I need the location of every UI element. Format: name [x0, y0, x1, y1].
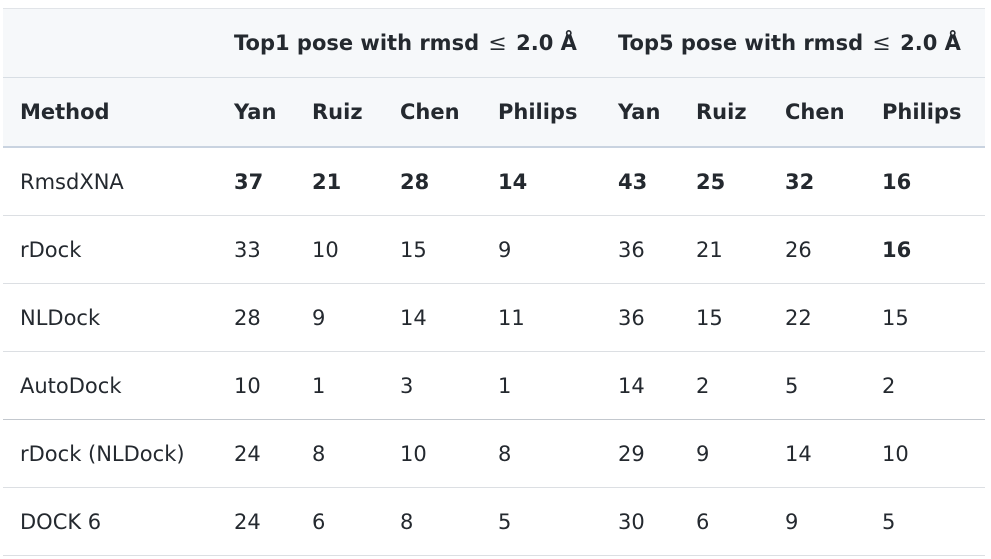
value-cell: 10 [865, 419, 985, 488]
value-cell: 11 [481, 283, 601, 352]
value-cell: 15 [383, 215, 481, 284]
value-cell: 5 [768, 351, 865, 420]
value-cell: 5 [481, 487, 601, 556]
value-cell: 25 [679, 147, 768, 216]
header-group-empty [3, 8, 217, 78]
table-body: RmsdXNA 37 21 28 14 43 25 32 16 rDock 33 10 15 9 36 21 2… [3, 147, 985, 556]
column-header-top5-ruiz: Ruiz [679, 77, 768, 148]
value-cell: 43 [601, 147, 679, 216]
value-cell: 6 [295, 487, 383, 556]
column-header-top1-chen: Chen [383, 77, 481, 148]
value-cell: 16 [865, 215, 985, 284]
table-row: rDock 33 10 15 9 36 21 26 16 [3, 215, 985, 284]
value-cell: 29 [601, 419, 679, 488]
table-row: NLDock 28 9 14 11 36 15 22 15 [3, 283, 985, 352]
value-cell: 8 [383, 487, 481, 556]
value-cell: 33 [217, 215, 295, 284]
table-row: RmsdXNA 37 21 28 14 43 25 32 16 [3, 147, 985, 216]
header-column-row: Method Yan Ruiz Chen Philips Yan Ruiz Ch… [3, 77, 985, 148]
column-header-top5-yan: Yan [601, 77, 679, 148]
value-cell: 28 [383, 147, 481, 216]
value-cell: 32 [768, 147, 865, 216]
header-group-top5-suffix: 2.0 Å [900, 30, 961, 55]
column-header-top1-ruiz: Ruiz [295, 77, 383, 148]
value-cell: 8 [295, 419, 383, 488]
value-cell: 24 [217, 487, 295, 556]
table-row: AutoDock 10 1 3 1 14 2 5 2 [3, 351, 985, 420]
value-cell: 14 [481, 147, 601, 216]
value-cell: 2 [679, 351, 768, 420]
header-group-top1: Top1 pose with rmsd ≤ 2.0 Å [217, 8, 601, 78]
table-row: rDock (NLDock) 24 8 10 8 29 9 14 10 [3, 419, 985, 488]
column-header-top5-chen: Chen [768, 77, 865, 148]
table-row: DOCK 6 24 6 8 5 30 6 9 5 [3, 487, 985, 556]
method-cell: RmsdXNA [3, 147, 217, 216]
header-group-top5-prefix: Top5 pose with rmsd [618, 30, 864, 55]
method-cell: AutoDock [3, 351, 217, 420]
leq-symbol: ≤ [488, 30, 507, 56]
value-cell: 9 [679, 419, 768, 488]
value-cell: 14 [383, 283, 481, 352]
value-cell: 9 [481, 215, 601, 284]
method-cell: NLDock [3, 283, 217, 352]
value-cell: 9 [295, 283, 383, 352]
value-cell: 24 [217, 419, 295, 488]
method-cell: rDock [3, 215, 217, 284]
value-cell: 26 [768, 215, 865, 284]
value-cell: 21 [295, 147, 383, 216]
header-group-top1-suffix: 2.0 Å [516, 30, 577, 55]
column-header-top5-philips: Philips [865, 77, 985, 148]
method-cell: rDock (NLDock) [3, 419, 217, 488]
header-group-row: Top1 pose with rmsd ≤ 2.0 Å Top5 pose wi… [3, 8, 985, 78]
column-header-method: Method [3, 77, 217, 148]
value-cell: 9 [768, 487, 865, 556]
value-cell: 10 [383, 419, 481, 488]
value-cell: 15 [679, 283, 768, 352]
value-cell: 3 [383, 351, 481, 420]
header-group-top5: Top5 pose with rmsd ≤ 2.0 Å [601, 8, 985, 78]
value-cell: 14 [768, 419, 865, 488]
results-table: Top1 pose with rmsd ≤ 2.0 Å Top5 pose wi… [3, 8, 985, 556]
value-cell: 10 [217, 351, 295, 420]
leq-symbol: ≤ [872, 30, 891, 56]
value-cell: 28 [217, 283, 295, 352]
value-cell: 6 [679, 487, 768, 556]
value-cell: 10 [295, 215, 383, 284]
value-cell: 14 [601, 351, 679, 420]
value-cell: 36 [601, 283, 679, 352]
value-cell: 37 [217, 147, 295, 216]
value-cell: 15 [865, 283, 985, 352]
table-header: Top1 pose with rmsd ≤ 2.0 Å Top5 pose wi… [3, 8, 985, 148]
value-cell: 2 [865, 351, 985, 420]
value-cell: 16 [865, 147, 985, 216]
value-cell: 21 [679, 215, 768, 284]
value-cell: 8 [481, 419, 601, 488]
value-cell: 5 [865, 487, 985, 556]
header-group-top1-prefix: Top1 pose with rmsd [234, 30, 480, 55]
column-header-top1-yan: Yan [217, 77, 295, 148]
value-cell: 36 [601, 215, 679, 284]
value-cell: 1 [481, 351, 601, 420]
value-cell: 22 [768, 283, 865, 352]
method-cell: DOCK 6 [3, 487, 217, 556]
value-cell: 1 [295, 351, 383, 420]
value-cell: 30 [601, 487, 679, 556]
column-header-top1-philips: Philips [481, 77, 601, 148]
